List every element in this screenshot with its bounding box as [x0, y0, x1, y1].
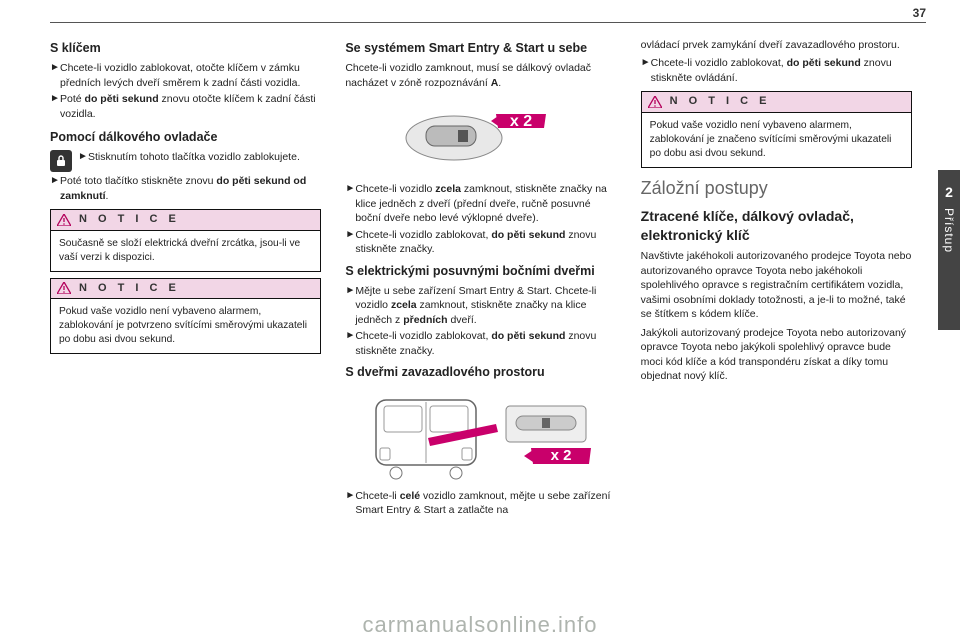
chapter-number: 2 — [945, 184, 953, 200]
bullet-marker: ► — [345, 284, 355, 327]
heading-key: S klíčem — [50, 40, 321, 57]
paragraph: Navštivte jakéhokoli autorizovaného prod… — [641, 249, 912, 321]
bullet-marker: ► — [345, 489, 355, 518]
watermark: carmanualsonline.info — [0, 612, 960, 638]
notice-head: N O T I C E — [51, 279, 320, 299]
bullet-text: Poté do pěti sekund znovu otočte klíčem … — [60, 92, 321, 121]
heading-lost-keys: Ztracené klíče, dálkový ovladač, elektro… — [641, 207, 912, 246]
bullet-marker: ► — [50, 61, 60, 90]
bullet: ► Chcete-li vozidlo zcela zamknout, stis… — [345, 182, 616, 225]
notice-body: Současně se složí elektrická dveřní zrcá… — [51, 231, 320, 271]
lock-icon — [50, 150, 72, 172]
chapter-label: Přístup — [942, 208, 956, 253]
paragraph: Chcete-li vozidlo zamknout, musí se dálk… — [345, 61, 616, 90]
heading-sliding: S elektrickými posuvnými bočními dveřmi — [345, 263, 616, 280]
bullet-marker: ► — [50, 174, 60, 203]
notice-box: N O T I C E Pokud vaše vozidlo není vyba… — [50, 278, 321, 354]
bullet-text: Mějte u sebe zařízení Smart Entry & Star… — [355, 284, 616, 327]
svg-text:x 2: x 2 — [551, 447, 572, 464]
bullet-marker: ► — [345, 228, 355, 257]
notice-body: Pokud vaše vozidlo není vybaveno alarmem… — [51, 299, 320, 353]
notice-box: N O T I C E Pokud vaše vozidlo není vyba… — [641, 91, 912, 167]
figure-handle: x 2 — [345, 96, 616, 176]
heading-remote: Pomocí dálkového ovladače — [50, 129, 321, 146]
bullet-text: Chcete-li vozidlo zcela zamknout, stiskn… — [355, 182, 616, 225]
bullet: ► Mějte u sebe zařízení Smart Entry & St… — [345, 284, 616, 327]
bullet-marker: ► — [50, 92, 60, 121]
bullet: ► Poté do pěti sekund znovu otočte klíče… — [50, 92, 321, 121]
heading-smart: Se systémem Smart Entry & Start u sebe — [345, 40, 616, 57]
bullet-text: Chcete-li vozidlo zablokovat, do pěti se… — [651, 56, 912, 85]
notice-label: N O T I C E — [79, 212, 180, 227]
bullet-marker: ► — [345, 182, 355, 225]
notice-head: N O T I C E — [642, 92, 911, 112]
content-columns: S klíčem ► Chcete-li vozidlo zablokovat,… — [50, 36, 912, 624]
notice-body: Pokud vaše vozidlo není vybaveno alarmem… — [642, 113, 911, 167]
bullet: ► Chcete-li celé vozidlo zamknout, mějte… — [345, 489, 616, 518]
heading-boot: S dveřmi zavazadlového prostoru — [345, 364, 616, 381]
notice-box: N O T I C E Současně se složí elektrická… — [50, 209, 321, 271]
bullet-marker: ► — [641, 56, 651, 85]
section-title: Záložní postupy — [641, 176, 912, 201]
bullet: ► Poté toto tlačítko stiskněte znovu do … — [50, 174, 321, 203]
bullet: ► Chcete-li vozidlo zablokovat, do pěti … — [345, 228, 616, 257]
notice-label: N O T I C E — [670, 94, 771, 109]
bullet: ► Chcete-li vozidlo zablokovat, otočte k… — [50, 61, 321, 90]
warning-icon — [57, 214, 71, 226]
bullet-text: Chcete-li vozidlo zablokovat, otočte klí… — [60, 61, 321, 90]
warning-icon — [57, 282, 71, 294]
paragraph: ovládací prvek zamykání dveří zavazadlov… — [641, 38, 912, 52]
notice-head: N O T I C E — [51, 210, 320, 230]
bullet-text: Stisknutím tohoto tlačítka vozidlo zablo… — [88, 150, 300, 164]
svg-text:x 2: x 2 — [510, 113, 532, 130]
top-rule — [50, 22, 926, 23]
bullet-marker: ► — [345, 329, 355, 358]
warning-icon — [648, 96, 662, 108]
notice-label: N O T I C E — [79, 281, 180, 296]
bullet-marker: ► — [78, 150, 88, 164]
paragraph: Jakýkoli autorizovaný prodejce Toyota ne… — [641, 326, 912, 384]
figure-rear: x 2 — [345, 388, 616, 483]
bullet-text: Chcete-li vozidlo zablokovat, do pěti se… — [355, 228, 616, 257]
bullet: ► Chcete-li vozidlo zablokovat, do pěti … — [641, 56, 912, 85]
bullet: ► Stisknutím tohoto tlačítka vozidlo zab… — [78, 150, 300, 164]
bullet-text: Poté toto tlačítko stiskněte znovu do pě… — [60, 174, 321, 203]
page-number: 37 — [913, 6, 926, 20]
chapter-tab: 2 Přístup — [938, 170, 960, 330]
page: 37 2 Přístup S klíčem ► Chcete-li vozidl… — [0, 0, 960, 640]
bullet: ► Chcete-li vozidlo zablokovat, do pěti … — [345, 329, 616, 358]
bullet-text: Chcete-li vozidlo zablokovat, do pěti se… — [355, 329, 616, 358]
bullet-text: Chcete-li celé vozidlo zamknout, mějte u… — [355, 489, 616, 518]
lock-row: ► Stisknutím tohoto tlačítka vozidlo zab… — [50, 150, 321, 172]
